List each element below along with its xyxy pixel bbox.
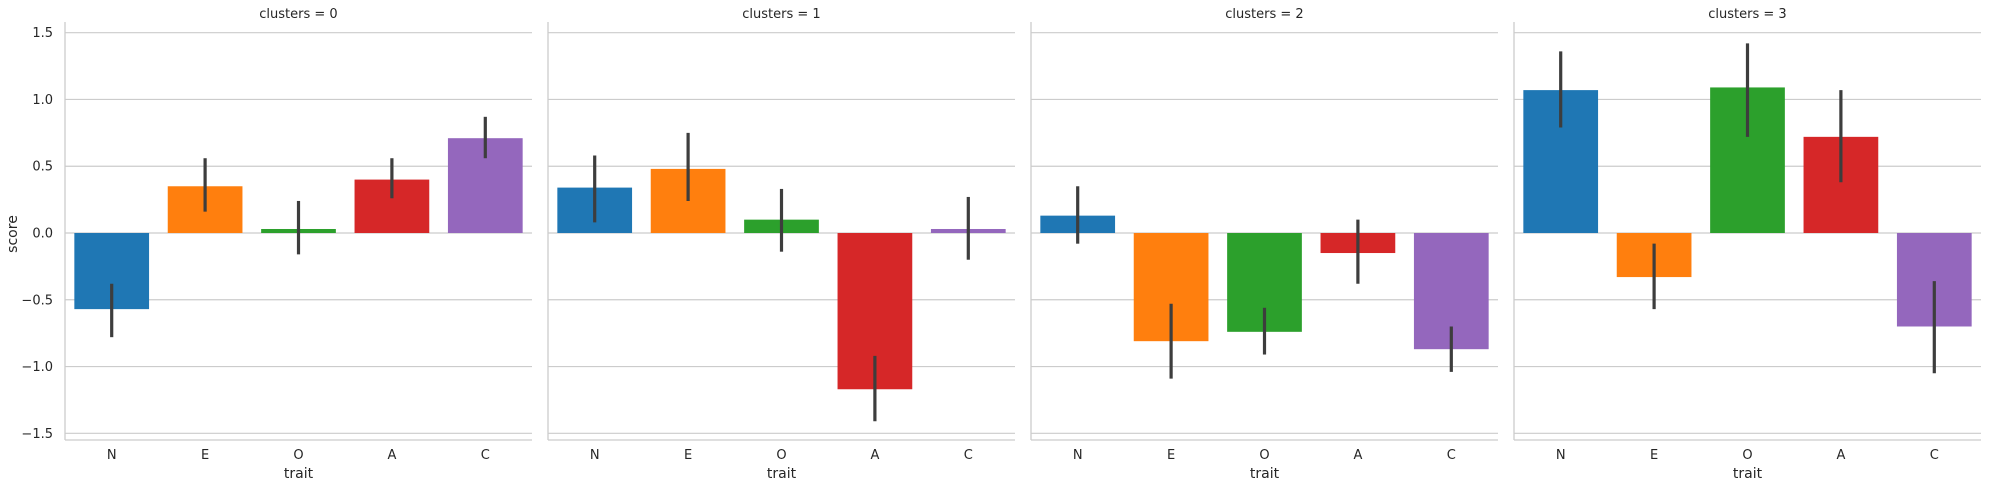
x-axis-label: trait: [767, 466, 797, 482]
x-tick-label: C: [481, 448, 490, 463]
x-tick-label: O: [1259, 448, 1269, 463]
x-axis-label: trait: [284, 466, 314, 482]
y-tick-label: −1.5: [21, 427, 53, 442]
panel-title: clusters = 3: [1708, 7, 1786, 22]
x-tick-label: O: [293, 448, 303, 463]
x-tick-label: E: [201, 448, 209, 463]
x-tick-label: A: [1353, 448, 1362, 463]
y-tick-label: −0.5: [21, 293, 53, 308]
x-tick-label: E: [1167, 448, 1175, 463]
x-tick-label: E: [684, 448, 692, 463]
x-tick-label: O: [776, 448, 786, 463]
y-tick-label: 1.5: [32, 26, 53, 41]
x-tick-label: A: [1836, 448, 1845, 463]
x-tick-label: N: [1556, 448, 1566, 463]
x-tick-label: A: [387, 448, 396, 463]
y-tick-label: 0.5: [32, 160, 53, 175]
y-tick-label: 0.0: [32, 227, 53, 242]
x-tick-label: A: [870, 448, 879, 463]
x-axis-label: trait: [1250, 466, 1280, 482]
x-tick-label: E: [1650, 448, 1658, 463]
y-tick-label: 1.0: [32, 93, 53, 108]
panel-title: clusters = 0: [259, 7, 337, 22]
y-tick-label: −1.0: [21, 360, 53, 375]
x-axis-label: trait: [1733, 466, 1763, 482]
panel-title: clusters = 1: [742, 7, 820, 22]
panel-title: clusters = 2: [1225, 7, 1303, 22]
x-tick-label: N: [107, 448, 117, 463]
x-tick-label: C: [1447, 448, 1456, 463]
x-tick-label: O: [1742, 448, 1752, 463]
x-tick-label: N: [590, 448, 600, 463]
x-tick-label: C: [1930, 448, 1939, 463]
x-tick-label: N: [1073, 448, 1083, 463]
x-tick-label: C: [964, 448, 973, 463]
y-axis-label: score: [5, 215, 21, 253]
